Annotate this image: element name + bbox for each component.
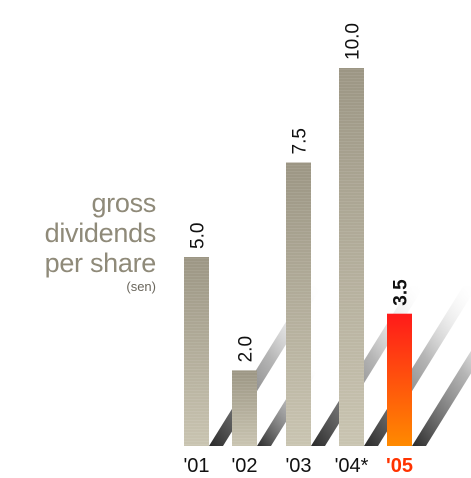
x-tick-label: '03	[285, 455, 311, 477]
title-line-3: per share	[44, 248, 157, 278]
unit-label: (sen)	[126, 279, 156, 294]
x-tick-layer: '01 '02 '03 '04* '05	[183, 455, 413, 477]
title-line-2: dividends	[44, 218, 157, 248]
x-tick-label: '02	[231, 455, 257, 477]
bar-texture	[184, 257, 209, 446]
bar-texture	[286, 162, 311, 446]
bar-layer	[184, 68, 412, 446]
value-label: 2.0	[236, 336, 257, 362]
x-tick-label: '01	[183, 455, 209, 477]
bar-4	[387, 313, 412, 446]
bar-shadow	[412, 350, 471, 446]
value-label: 7.5	[290, 128, 311, 154]
value-label: 10.0	[343, 23, 364, 60]
bar-texture	[339, 68, 364, 446]
value-label: 5.0	[188, 223, 209, 249]
value-label-layer: 5.0 2.0 7.5 10.0 3.5	[188, 23, 412, 362]
chart-title: gross dividends per share (sen)	[44, 188, 157, 294]
x-tick-label: '05	[386, 455, 413, 477]
x-tick-label: '04*	[335, 455, 369, 477]
value-label: 3.5	[391, 279, 412, 306]
title-line-1: gross	[91, 188, 156, 218]
bar-texture	[232, 370, 257, 446]
bar-shadow	[364, 286, 471, 446]
